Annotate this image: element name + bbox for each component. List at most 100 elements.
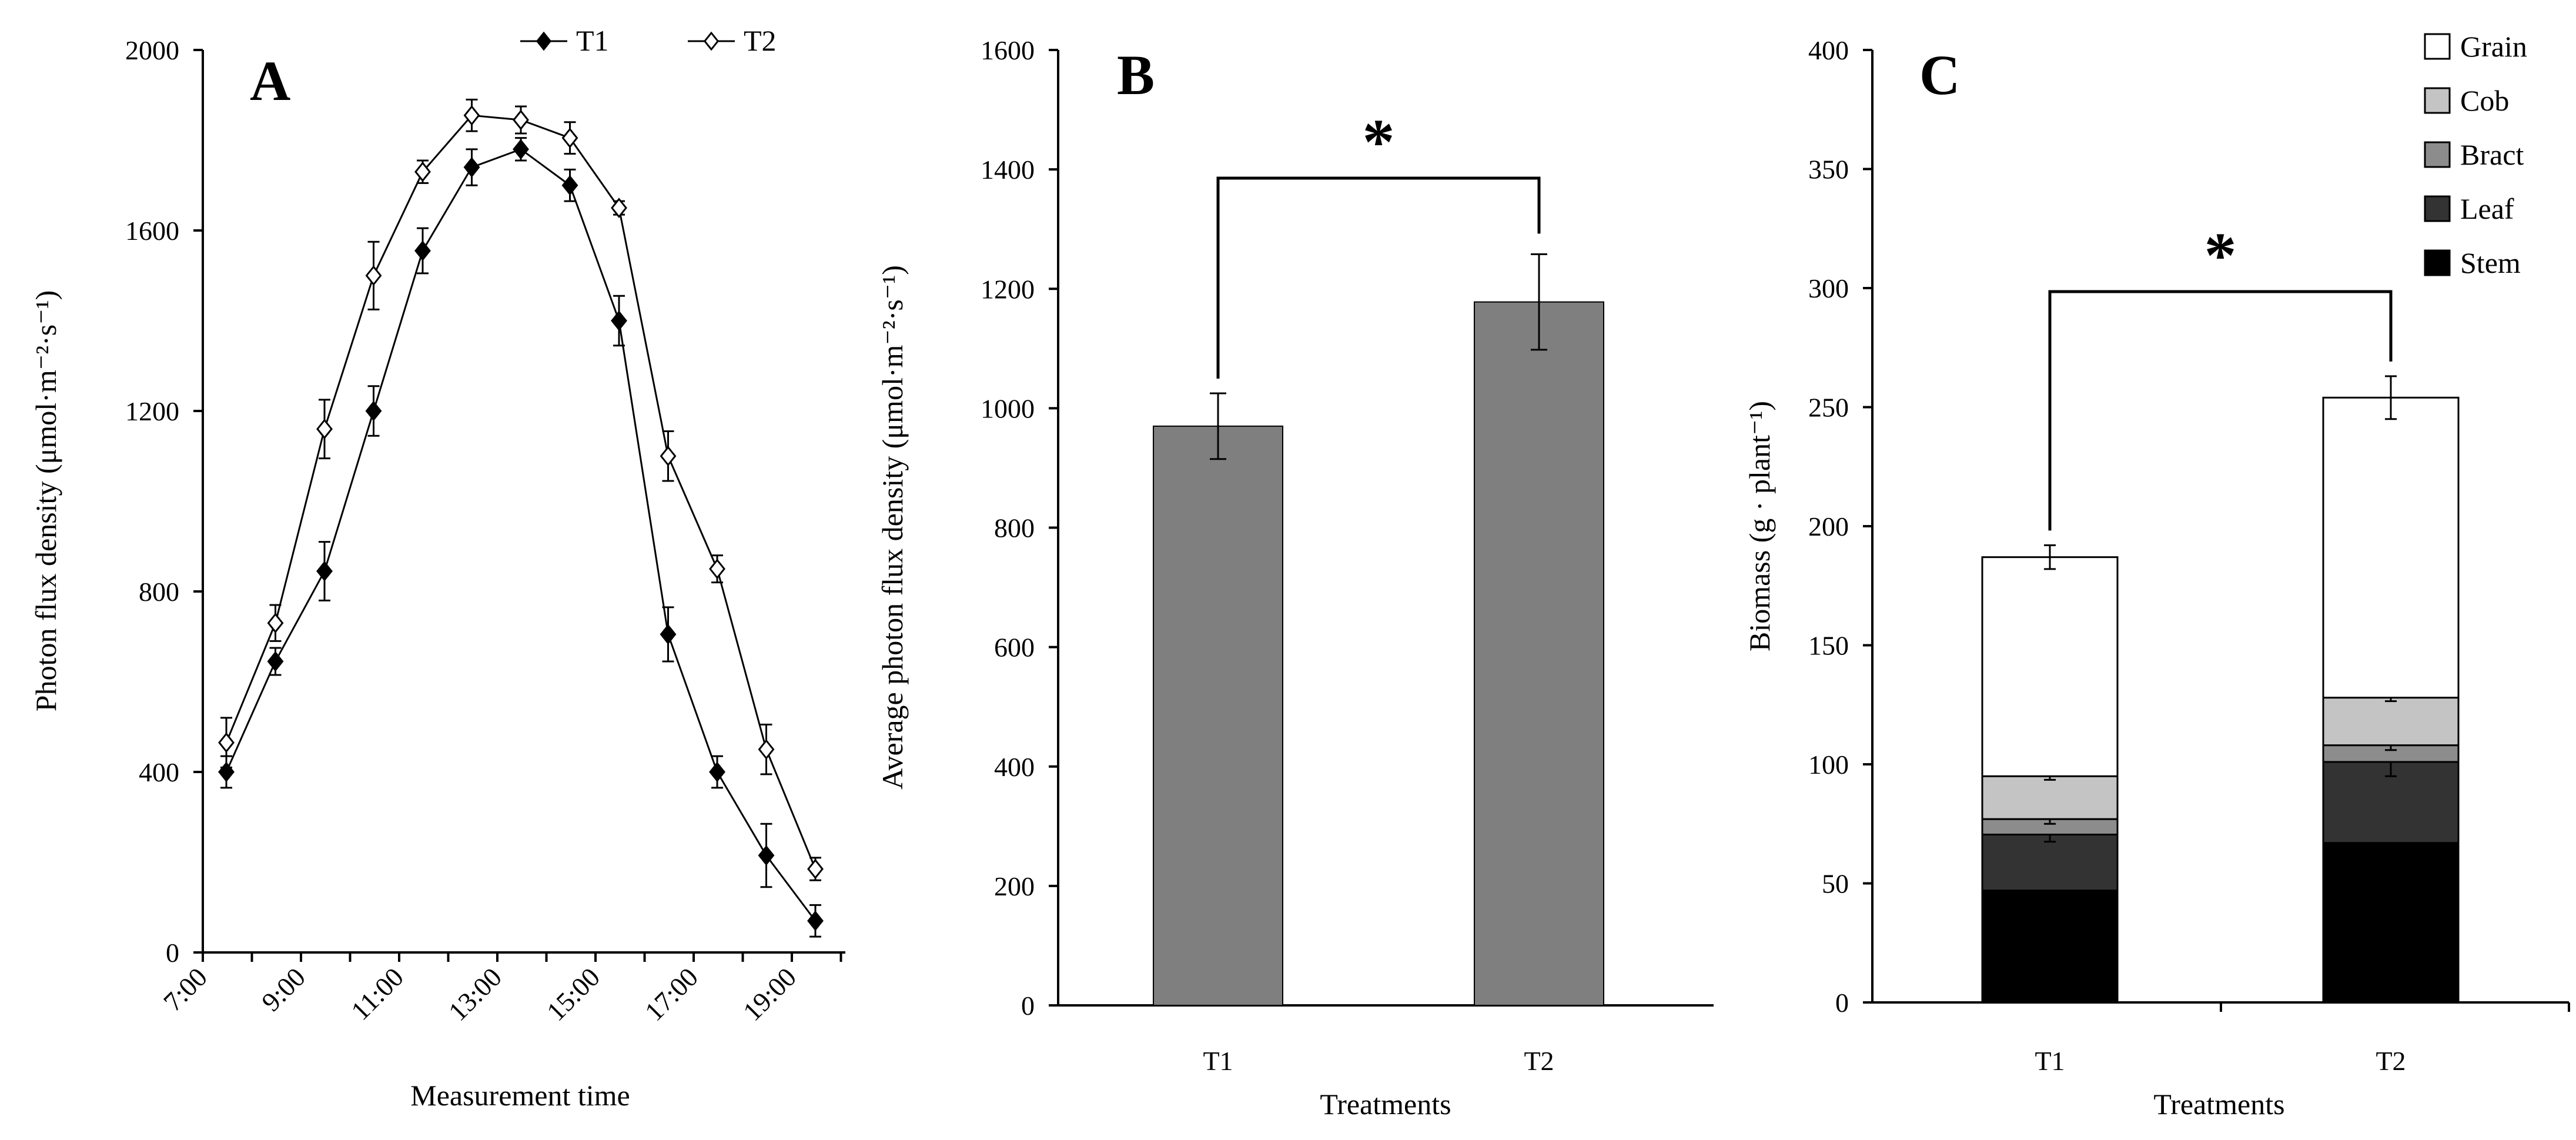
- panel-a-ytick-label: 800: [139, 577, 179, 607]
- panel-a-xtick-label: 13:00: [443, 962, 507, 1027]
- panel-a-point-T2: [513, 109, 529, 131]
- panel-b-ytick-label: 400: [994, 752, 1035, 782]
- panel-c-xlabel: Treatments: [2153, 1088, 2284, 1121]
- panel-c-segment-leaf-T1: [1981, 833, 2119, 892]
- panel-c-segment-cob-T2: [2322, 697, 2460, 747]
- panel-c-ytick-label: 50: [1822, 869, 1849, 899]
- panel-a-point-T2: [660, 446, 677, 467]
- panel-c-ytick-label: 200: [1808, 512, 1849, 541]
- panel-a-xtick-label: 19:00: [737, 962, 802, 1027]
- panel-a-xtick-label: 15:00: [541, 962, 605, 1027]
- panel-b-significance-bracket: [1216, 176, 1541, 379]
- panel-b-bar-T1: [1153, 425, 1283, 1006]
- panel-c-ytick-label: 150: [1808, 631, 1849, 661]
- panel-a-ylabel: Photon flux density (μmol·m⁻²·s⁻¹): [29, 290, 62, 711]
- panel-c-ytick-label: 350: [1808, 155, 1849, 185]
- panel-a-ytick-label: 400: [139, 757, 179, 787]
- panel-a-point-T2: [561, 128, 578, 149]
- panel-a-ytick-label: 1600: [125, 216, 179, 246]
- panel-b-ytick-label: 0: [1021, 991, 1035, 1021]
- panel-a-point-T1: [758, 845, 775, 866]
- panel-a-legend-label: T1: [576, 24, 609, 57]
- panel-c-ytick-label: 0: [1835, 988, 1849, 1018]
- panel-a-series-line-T1: [225, 148, 817, 922]
- panel-a-point-T1: [414, 240, 431, 261]
- panel-c-ylabel: Biomass (g · plant⁻¹): [1743, 401, 1776, 651]
- panel-a-ytick-label: 0: [166, 938, 179, 968]
- panel-a-point-T2: [267, 613, 284, 634]
- panel-a-xtick-label: 17:00: [639, 962, 704, 1027]
- panel-c-legend-swatch-cob: [2424, 87, 2451, 114]
- panel-b-ytick-label: 1000: [981, 393, 1035, 423]
- panel-b-xtick-label: T2: [1524, 1046, 1554, 1076]
- panel-c-legend-swatch-bract: [2424, 141, 2451, 168]
- panel-c-legend-label: Stem: [2460, 246, 2521, 279]
- panel-b-ytick-label: 1400: [981, 155, 1035, 185]
- panel-b-letter: B: [1117, 44, 1155, 106]
- panel-c-legend-label: Grain: [2460, 30, 2527, 63]
- panel-c-legend-swatch-stem: [2424, 249, 2451, 276]
- panel-b-bar-chart: B 0 200 400 600 800 1000 1200 1400 1600 T1 T2 * T…: [876, 35, 1714, 1121]
- panel-a-legend-marker: [703, 31, 720, 51]
- panel-a-point-T1: [316, 561, 333, 581]
- panel-b-ytick-label: 200: [994, 871, 1035, 901]
- panel-c-legend-label: Cob: [2460, 84, 2509, 117]
- panel-c-ytick-label: 250: [1808, 393, 1849, 423]
- panel-a-xtick-label: 9:00: [256, 962, 311, 1017]
- panel-a-point-T1: [365, 400, 382, 422]
- panel-a-point-T1: [807, 910, 824, 931]
- panel-a-point-T2: [611, 198, 627, 219]
- panel-b-ytick-label: 1200: [981, 274, 1035, 304]
- panel-a-point-T1: [660, 624, 677, 645]
- panel-a-point-T2: [758, 739, 775, 760]
- panel-a-point-T1: [267, 651, 284, 672]
- panel-a-point-T2: [807, 858, 824, 880]
- panel-b-significance-star: *: [1363, 106, 1395, 178]
- panel-a-point-T1: [463, 157, 480, 178]
- panel-c-segment-stem-T2: [2322, 842, 2460, 1004]
- panel-c-legend-swatch-leaf: [2424, 195, 2451, 222]
- panel-c-significance-star: *: [2204, 219, 2237, 291]
- panel-b-xtick-label: T1: [1203, 1046, 1233, 1076]
- panel-c-ytick-label: 300: [1808, 273, 1849, 303]
- panel-c-segment-stem-T1: [1981, 890, 2119, 1004]
- panel-c-segment-grain-T2: [2322, 396, 2460, 699]
- panel-b-ytick-label: 600: [994, 633, 1035, 663]
- panel-a-point-T2: [709, 559, 725, 580]
- panel-c-legend-swatch-grain: [2424, 33, 2451, 60]
- panel-a-point-T2: [316, 419, 333, 440]
- panel-a-xtick-label: 7:00: [158, 962, 213, 1017]
- panel-b-ytick-label: 800: [994, 513, 1035, 543]
- panel-c-significance-bracket: [2048, 290, 2393, 531]
- panel-c-letter: C: [1919, 44, 1960, 106]
- panel-b-xlabel: Treatments: [1320, 1088, 1451, 1121]
- panel-a-legend-label: T2: [744, 24, 777, 57]
- panel-c-legend-label: Leaf: [2460, 192, 2514, 225]
- panel-b-ylabel: Average photon flux density (μmol·m⁻²·s⁻…: [876, 265, 909, 790]
- panel-c-stacked-bar-chart: C 0 50 100 150 200 250 300 350 400 T1 T2 * Grain C…: [1743, 30, 2570, 1121]
- panel-c-legend-label: Bract: [2460, 138, 2524, 171]
- panel-a-point-T2: [463, 105, 480, 126]
- panel-c-segment-cob-T1: [1981, 775, 2119, 820]
- panel-a-point-T1: [513, 139, 529, 160]
- panel-c-xtick-label: T2: [2376, 1046, 2406, 1076]
- panel-a-ytick-label: 1200: [125, 396, 179, 426]
- panel-a-xlabel: Measurement time: [410, 1079, 630, 1112]
- panel-a-xtick-label: 11:00: [345, 962, 409, 1026]
- panel-c-ytick-label: 400: [1808, 35, 1849, 65]
- panel-a-letter: A: [250, 49, 290, 112]
- panel-a-ytick-label: 2000: [125, 35, 179, 65]
- panel-a-legend-marker: [536, 31, 552, 51]
- panel-a-point-T1: [709, 761, 725, 783]
- panel-a-series-line-T2: [225, 114, 817, 870]
- panel-a-point-T2: [365, 265, 382, 286]
- panel-c-segment-grain-T1: [1981, 556, 2119, 777]
- panel-c-ytick-label: 100: [1808, 750, 1849, 780]
- panel-b-bar-T2: [1474, 301, 1604, 1006]
- panel-a-point-T2: [218, 732, 235, 753]
- panel-a-point-T1: [561, 175, 578, 196]
- panel-a-point-T1: [611, 310, 627, 331]
- panel-a-point-T2: [414, 161, 431, 182]
- panel-b-ytick-label: 1600: [981, 35, 1035, 65]
